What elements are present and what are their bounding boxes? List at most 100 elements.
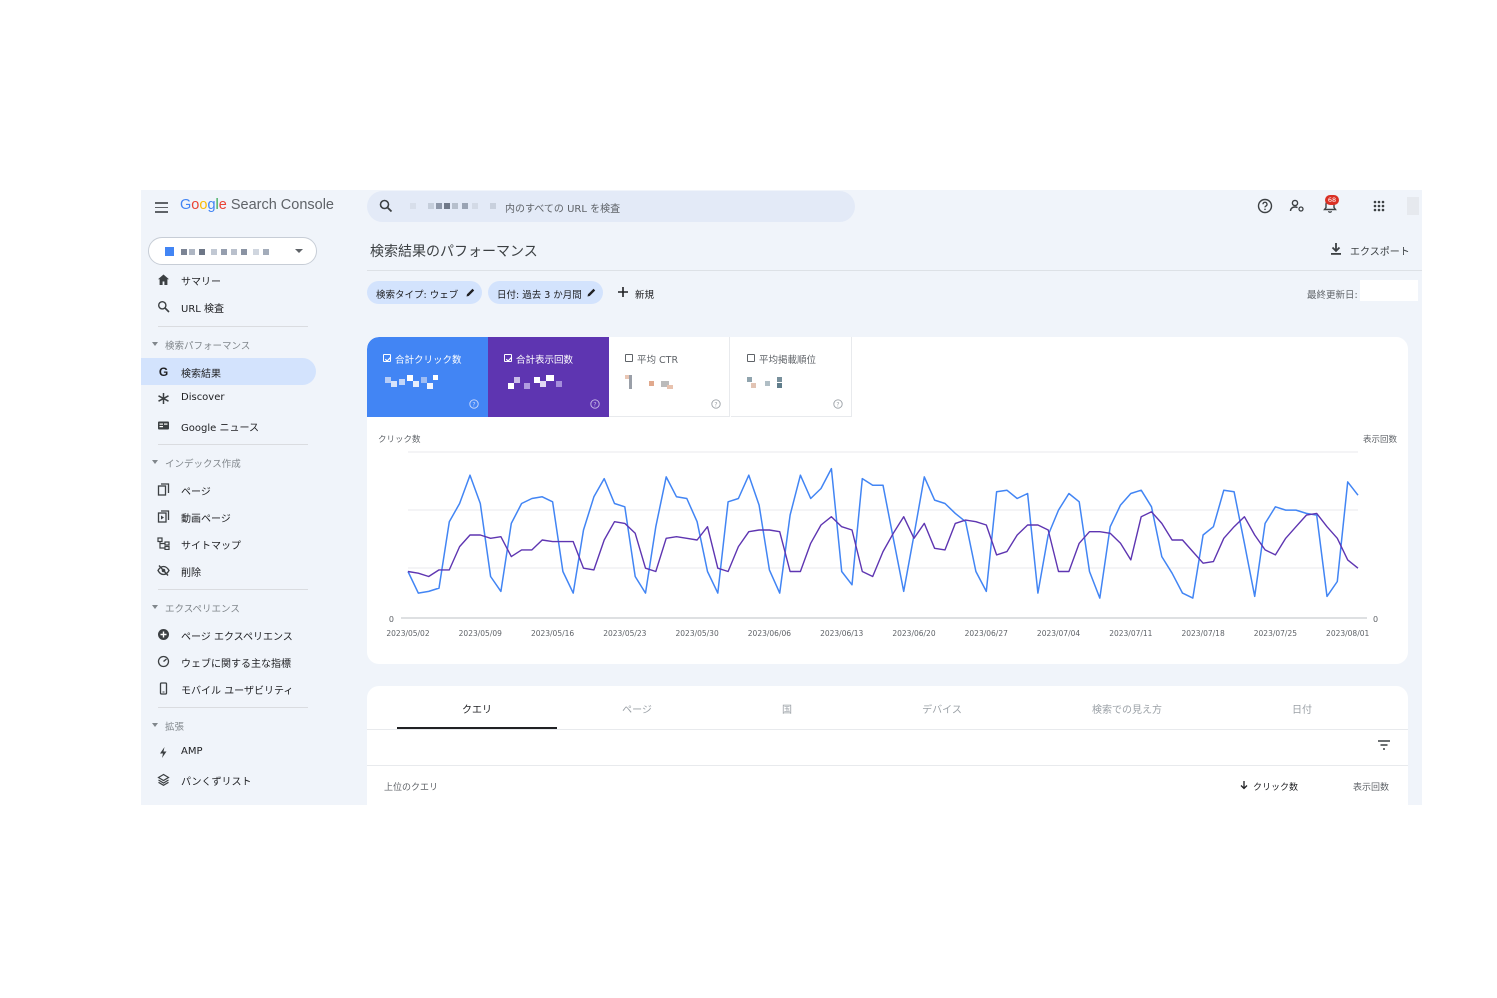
sidebar-item-label: URL 検査 [181,304,225,315]
x-axis-ticks: 2023/05/02 2023/05/09 2023/05/16 2023/05/23… [386,629,1369,638]
nav-section-perf-section[interactable]: 検索パフォーマンス [141,334,316,354]
caret-down-icon [152,342,158,346]
sidebar-item-removals[interactable]: 削除 [141,557,316,584]
nav-section-index-section[interactable]: インデックス作成 [141,452,316,472]
search-icon [158,301,170,313]
sidebar-item-label: Discover [181,392,225,403]
svg-text:?: ? [714,401,717,408]
redacted-metric-value [747,373,807,393]
x-tick-label: 2023/06/27 [965,629,1008,638]
url-inspection-search[interactable]: 内のすべての URL を検査 [367,191,855,222]
redacted-property-name [165,247,275,257]
metric-total-clicks[interactable]: 合計クリック数 ? [367,337,488,417]
tab-0[interactable]: クエリ [397,686,557,729]
nav-section-experience-section[interactable]: エクスペリエンス [141,597,316,617]
tab-label: デバイス [922,705,962,716]
x-tick-label: 2023/07/04 [1037,629,1080,638]
logo-letter: g [207,197,216,213]
google-g-icon: G [159,365,168,378]
apps-icon[interactable] [1371,198,1387,214]
help-icon[interactable]: ? [469,399,479,409]
checkbox-checked-icon [383,354,392,362]
svg-text:?: ? [593,401,596,408]
product-logo[interactable]: Google Search Console [180,197,334,213]
last-updated-label: 最終更新日: [1307,290,1358,301]
date-filter[interactable]: 日付: 過去 3 か月間 [488,281,603,304]
divider [367,270,1422,271]
help-icon[interactable]: ? [711,399,721,409]
search-type-label: 検索タイプ: ウェブ [376,290,459,301]
menu-icon[interactable] [153,198,171,216]
x-tick-label: 2023/08/01 [1326,629,1369,638]
series-line-impressions [407,511,1359,578]
date-filter-label: 日付: 過去 3 か月間 [497,290,582,301]
property-selector[interactable] [148,237,317,265]
nav-divider [158,707,308,708]
help-icon[interactable]: ? [833,399,843,409]
tab-label: 国 [782,705,792,716]
tab-label: 日付 [1292,705,1312,716]
search-type-filter[interactable]: 検索タイプ: ウェブ [367,281,482,304]
logo-letter: e [218,197,227,213]
manage-users-icon[interactable] [1289,198,1305,214]
sidebar-item-search-results[interactable]: G 検索結果 [141,358,316,385]
series-line-clicks [407,467,1359,599]
sidebar-item-summary[interactable]: サマリー [141,266,316,293]
search-icon [379,199,393,213]
sidebar-item-url-inspect[interactable]: URL 検査 [141,293,316,320]
filter-icon[interactable] [1377,739,1391,751]
sidebar-item-label: サマリー [181,277,221,288]
new-filter-button[interactable]: 新規 [614,281,664,304]
sidebar-item-page-experience[interactable]: ページ エクスペリエンス [141,621,316,648]
nav-section-label: エクスペリエンス [165,604,240,615]
column-header-clicks-label: クリック数 [1253,783,1299,793]
chevron-down-icon [295,249,303,253]
metric-total-impressions[interactable]: 合計表示回数 ? [488,337,609,417]
phone-icon [159,682,168,695]
eye-off-icon [157,565,170,576]
sidebar-item-mobile-usability[interactable]: モバイル ユーザビリティ [141,675,316,702]
avatar[interactable] [1407,197,1419,215]
help-icon[interactable]: ? [590,399,600,409]
sidebar-item-discover[interactable]: Discover [141,385,316,412]
search-console-app: Google Search Console 内のすべての URL を検査 68 サ… [141,190,1422,805]
performance-line-chart: クリック数 表示回数 0 0 2023/05/02 2023/05/09 2023/… [378,434,1397,638]
tab-4[interactable]: 検索での見え方 [1027,686,1227,729]
checkbox-unchecked-icon [747,354,755,362]
tab-3[interactable]: デバイス [857,686,1027,729]
sidebar-item-sitemaps[interactable]: サイトマップ [141,530,316,557]
sidebar-item-pages[interactable]: ページ [141,476,316,503]
tab-1[interactable]: ページ [557,686,717,729]
sidebar-item-label: Google ニュース [181,423,259,434]
pencil-icon [466,288,475,297]
sidebar-item-video-pages[interactable]: 動画ページ [141,503,316,530]
sidebar-item-core-web-vitals[interactable]: ウェブに関する主な指標 [141,648,316,675]
nav-section-label: 拡張 [165,722,185,733]
tab-label: クエリ [462,705,492,716]
metric-average-position[interactable]: 平均掲載順位 ? [731,337,852,417]
x-tick-label: 2023/05/02 [386,629,429,638]
sidebar-item-label: モバイル ユーザビリティ [181,686,294,697]
tab-5[interactable]: 日付 [1227,686,1377,729]
sidebar-item-label: パンくずリスト [181,777,252,788]
sidebar-item-amp[interactable]: AMP [141,739,316,766]
x-tick-label: 2023/05/30 [676,629,719,638]
checkbox-checked-icon [504,354,513,362]
column-header-impressions[interactable]: 表示回数 [1353,783,1390,793]
sidebar: サマリー URL 検査検索パフォーマンス G 検索結果 Discover Google ニ… [141,224,327,805]
nav-section-enhancements-section[interactable]: 拡張 [141,715,316,735]
svg-text:G: G [159,365,168,378]
chart-series [407,467,1359,599]
logo-letter: o [191,197,200,213]
sidebar-item-label: ページ エクスペリエンス [181,632,293,643]
sidebar-item-breadcrumbs[interactable]: パンくずリスト [141,766,316,793]
nav-section-label: 検索パフォーマンス [165,341,251,352]
nav-divider [158,444,308,445]
sidebar-item-google-news[interactable]: Google ニュース [141,412,316,439]
tab-2[interactable]: 国 [717,686,857,729]
metric-average-ctr[interactable]: 平均 CTR ? [609,337,730,417]
svg-text:?: ? [836,401,839,408]
divider [367,729,1408,730]
help-icon[interactable] [1257,198,1273,214]
sidebar-item-label: 動画ページ [181,514,231,525]
